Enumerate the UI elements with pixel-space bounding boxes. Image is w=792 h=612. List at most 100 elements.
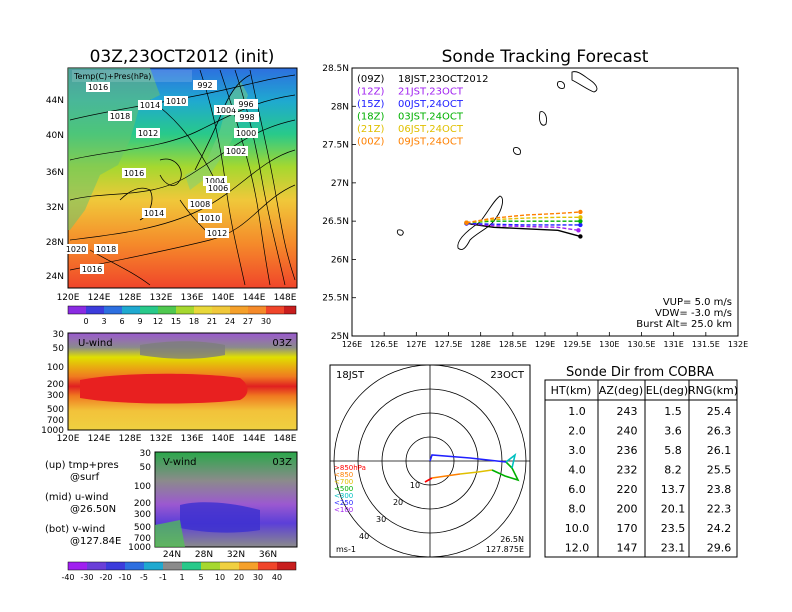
wind-colorbar-tick: 5 (198, 573, 203, 582)
map-y-tick: 28N (46, 238, 64, 248)
isobar-label: 1014 (140, 101, 160, 110)
isobar-label: 1010 (200, 214, 220, 223)
tracking-x-tick: 132E (728, 340, 748, 349)
isobar-label: 1016 (88, 83, 108, 92)
polar-ring-label: 40 (359, 532, 369, 541)
u-wind-x-tick: 136E (181, 434, 204, 444)
note-mid-level: @26.50N (70, 504, 116, 515)
v-wind-title: V-wind (163, 457, 197, 468)
map-title: 03Z,23OCT2012 (init) (90, 47, 275, 67)
u-wind-x-tick: 140E (212, 434, 235, 444)
polar-legend-item: >850hPa (334, 464, 366, 472)
wind-colorbar-tick: 40 (272, 573, 282, 582)
table-cell: 3.0 (568, 444, 586, 457)
tracking-x-tick: 127E (406, 340, 426, 349)
temp-pressure-map: 03Z,23OCT2012 (init) Temp(C)+Pres(hP (46, 47, 298, 326)
tracking-y-tick: 26N (331, 255, 349, 265)
map-y-tick: 36N (46, 168, 64, 178)
table-header: AZ(deg) (599, 384, 643, 397)
wind-colorbar-ticks: -40 -30 -20 -10 -5 -1 1 5 10 20 30 40 (61, 573, 282, 582)
tracking-x-tick: 130E (599, 340, 619, 349)
table-cell: 243 (617, 405, 638, 418)
isobar-label: 1018 (96, 245, 116, 254)
wind-colorbar-tick: 20 (234, 573, 244, 582)
hodograph (424, 452, 520, 483)
burst-label: Burst Alt= 25.0 km (636, 319, 732, 330)
table-cell: 23.8 (707, 483, 732, 496)
table-header: HT(km) (551, 384, 592, 397)
table-cell: 3.6 (664, 425, 682, 438)
track-point (578, 209, 583, 215)
note-up: (up) tmp+pres (45, 460, 119, 471)
table-cell: 6.0 (568, 483, 586, 496)
track-line (466, 222, 581, 238)
track-line (466, 222, 579, 232)
polar-wind-panel: 18JST 23OCT 10 20 30 40 >850hPa<850<700<500… (329, 364, 531, 558)
table-cell: 26.1 (707, 444, 732, 457)
temp-colorbar-tick: 21 (207, 317, 217, 326)
legend-code: (15Z) (357, 99, 384, 110)
table-cell: 24.2 (707, 522, 732, 535)
polar-legend-item: <850 (334, 471, 353, 479)
u-wind-y-tick: 1000 (41, 426, 64, 436)
table-title: Sonde Dir from COBRA (566, 365, 714, 380)
table-cell: 25.4 (707, 405, 732, 418)
islands (396, 71, 598, 251)
legend-time: 09JST,24OCT (398, 137, 464, 148)
tracking-x-tick: 131.5E (692, 340, 720, 349)
polar-legend-item: <250 (334, 499, 353, 507)
polar-legend-item: <300 (334, 492, 353, 500)
v-wind-time: 03Z (272, 457, 292, 468)
polar-legend-item: <100 (334, 506, 353, 514)
temp-colorbar-tick: 12 (153, 317, 163, 326)
tracking-x-tick: 128E (471, 340, 491, 349)
isobar-label: 1018 (110, 112, 130, 121)
polar-lon: 127.875E (486, 545, 524, 554)
map-x-tick: 136E (181, 293, 204, 303)
map-y-tick: 40N (46, 131, 64, 141)
u-wind-y-tick: 30 (53, 330, 65, 340)
isobar-label: 1010 (166, 97, 186, 106)
track-lines (464, 209, 583, 239)
v-wind-x-tick: 32N (227, 550, 245, 560)
table-cell: 8.0 (568, 503, 586, 516)
track-line (466, 211, 581, 224)
polar-legend-item: <500 (334, 485, 353, 493)
v-wind-x-ticks: 24N 28N 32N 36N (163, 550, 277, 560)
table-cell: 25.5 (707, 464, 732, 477)
polar-date: 23OCT (490, 370, 525, 381)
table-cell: 236 (617, 444, 638, 457)
tracking-y-tick: 25N (331, 332, 349, 342)
legend-code: (21Z) (357, 124, 384, 135)
v-wind-y-tick: 300 (134, 510, 151, 520)
track-point (578, 215, 583, 220)
u-wind-y-tick: 700 (47, 416, 64, 426)
tracking-y-tick: 26.5N (322, 217, 349, 227)
v-wind-x-tick: 36N (259, 550, 277, 560)
isobar-label: 996 (238, 100, 253, 109)
temp-colorbar-tick: 3 (101, 317, 106, 326)
map-x-ticks: 120E 124E 128E 132E 136E 140E 144E 148E (57, 293, 297, 303)
legend-code: (00Z) (357, 137, 384, 148)
table-cell: 12.0 (565, 542, 590, 555)
tracking-panel: Sonde Tracking Forecast 28.5N 28N 27.5N 27N… (322, 47, 748, 349)
isobar-label: 1004 (205, 177, 225, 186)
note-mid: (mid) u-wind (45, 492, 108, 503)
table-cell: 26.3 (707, 425, 732, 438)
okinawa-island (457, 195, 503, 251)
polar-ring-label: 30 (376, 515, 386, 524)
temp-colorbar-tick: 27 (243, 317, 253, 326)
legend-code: (09Z) (357, 74, 384, 85)
map-x-tick: 148E (274, 293, 297, 303)
table-cell: 200 (617, 503, 638, 516)
track-point (578, 218, 583, 224)
legend-code: (12Z) (357, 87, 384, 98)
wind-colorbar-tick: -40 (61, 573, 74, 582)
track-point (578, 222, 583, 228)
table-cell: 22.3 (707, 503, 732, 516)
temp-colorbar-tick: 9 (137, 317, 142, 326)
u-wind-x-tick: 148E (274, 434, 297, 444)
polar-time: 18JST (336, 370, 365, 381)
track-point (578, 234, 583, 239)
